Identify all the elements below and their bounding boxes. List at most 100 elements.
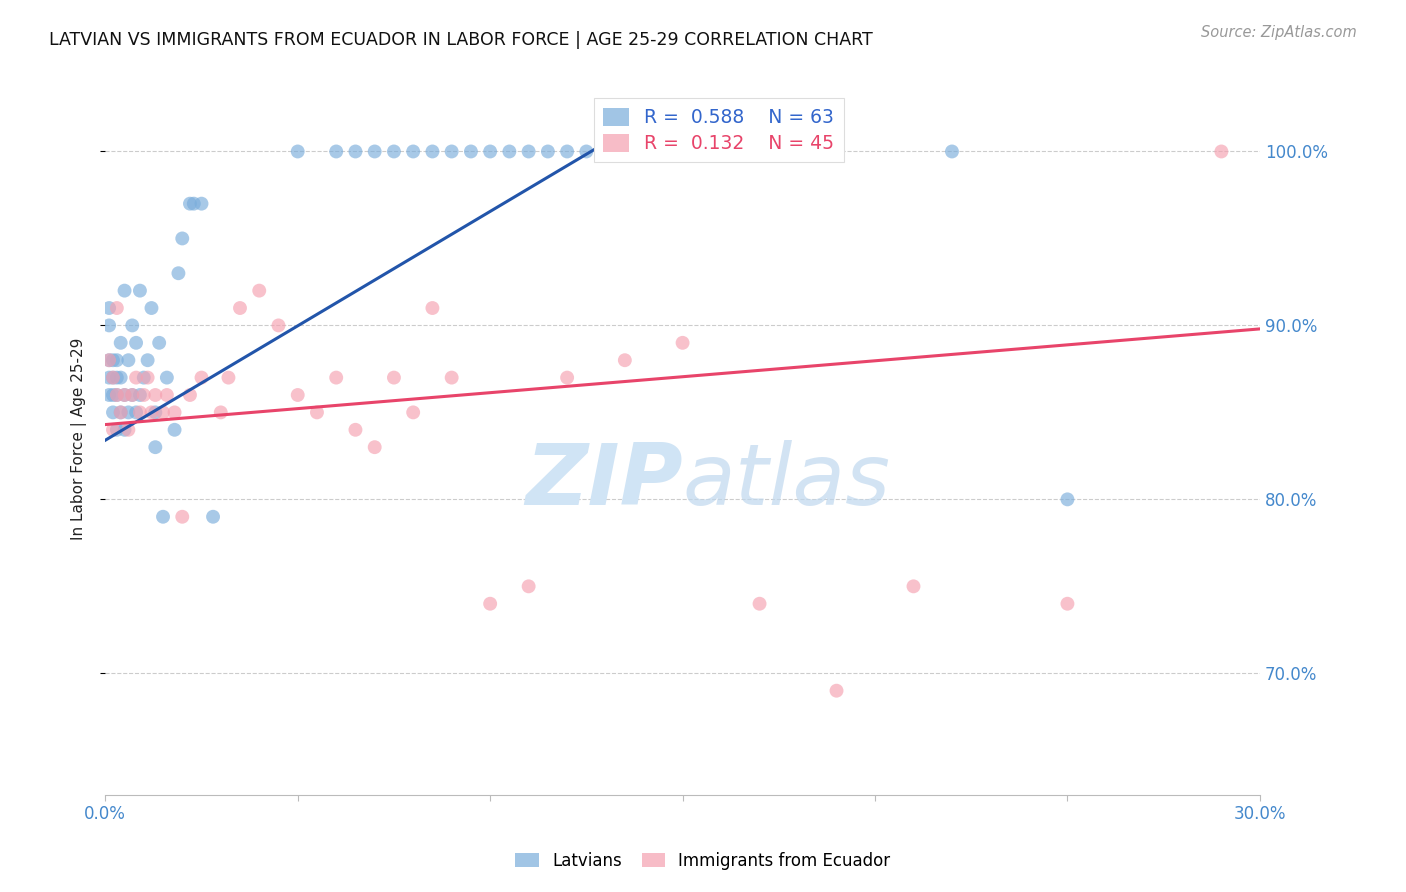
Point	[325, 145, 347, 159]
Point	[125, 335, 148, 350]
Text: atlas: atlas	[682, 440, 890, 523]
Point	[148, 335, 170, 350]
Point	[136, 370, 159, 384]
Point	[382, 145, 405, 159]
Point	[247, 284, 270, 298]
Point	[344, 145, 367, 159]
Point	[101, 353, 124, 368]
Point	[98, 353, 121, 368]
Text: Source: ZipAtlas.com: Source: ZipAtlas.com	[1201, 25, 1357, 40]
Point	[114, 423, 136, 437]
Point	[344, 423, 367, 437]
Point	[156, 370, 179, 384]
Point	[132, 388, 155, 402]
Point	[179, 196, 201, 211]
Point	[422, 145, 444, 159]
Point	[98, 318, 121, 333]
Point	[1056, 597, 1078, 611]
Point	[363, 440, 385, 454]
Point	[305, 405, 328, 419]
Point	[129, 388, 152, 402]
Point	[1211, 145, 1233, 159]
Point	[152, 405, 174, 419]
Point	[129, 405, 152, 419]
Point	[217, 370, 239, 384]
Point	[575, 145, 598, 159]
Point	[163, 423, 186, 437]
Point	[141, 405, 163, 419]
Point	[190, 370, 212, 384]
Point	[117, 405, 139, 419]
Point	[287, 388, 309, 402]
Point	[479, 597, 502, 611]
Point	[114, 388, 136, 402]
Point	[179, 388, 201, 402]
Point	[555, 145, 578, 159]
Point	[101, 388, 124, 402]
Point	[941, 145, 963, 159]
Point	[101, 405, 124, 419]
Point	[440, 145, 463, 159]
Point	[98, 301, 121, 315]
Point	[98, 388, 121, 402]
Point	[402, 405, 425, 419]
Point	[101, 370, 124, 384]
Point	[633, 145, 655, 159]
Point	[479, 145, 502, 159]
Point	[132, 370, 155, 384]
Point	[143, 405, 166, 419]
Point	[363, 145, 385, 159]
Point	[105, 388, 128, 402]
Point	[440, 370, 463, 384]
Point	[136, 353, 159, 368]
Point	[287, 145, 309, 159]
Point	[105, 301, 128, 315]
Point	[903, 579, 925, 593]
Point	[125, 405, 148, 419]
Point	[121, 318, 143, 333]
Point	[156, 388, 179, 402]
Point	[671, 145, 693, 159]
Point	[110, 335, 132, 350]
Point	[748, 597, 770, 611]
Point	[110, 405, 132, 419]
Point	[498, 145, 520, 159]
Point	[98, 353, 121, 368]
Point	[267, 318, 290, 333]
Point	[143, 440, 166, 454]
Point	[105, 353, 128, 368]
Point	[382, 370, 405, 384]
Point	[422, 301, 444, 315]
Legend: R =  0.588    N = 63, R =  0.132    N = 45: R = 0.588 N = 63, R = 0.132 N = 45	[593, 98, 844, 162]
Point	[183, 196, 205, 211]
Point	[209, 405, 232, 419]
Point	[202, 509, 225, 524]
Point	[613, 353, 636, 368]
Point	[101, 370, 124, 384]
Point	[98, 370, 121, 384]
Point	[555, 370, 578, 384]
Point	[110, 405, 132, 419]
Point	[163, 405, 186, 419]
Point	[117, 353, 139, 368]
Y-axis label: In Labor Force | Age 25-29: In Labor Force | Age 25-29	[72, 337, 87, 540]
Point	[105, 423, 128, 437]
Legend: Latvians, Immigrants from Ecuador: Latvians, Immigrants from Ecuador	[509, 846, 897, 877]
Point	[114, 284, 136, 298]
Point	[167, 266, 190, 280]
Point	[143, 388, 166, 402]
Point	[402, 145, 425, 159]
Point	[125, 370, 148, 384]
Point	[825, 683, 848, 698]
Point	[229, 301, 252, 315]
Point	[671, 335, 693, 350]
Point	[114, 388, 136, 402]
Point	[325, 370, 347, 384]
Point	[517, 579, 540, 593]
Point	[101, 423, 124, 437]
Text: ZIP: ZIP	[524, 440, 682, 523]
Point	[121, 388, 143, 402]
Point	[141, 301, 163, 315]
Text: LATVIAN VS IMMIGRANTS FROM ECUADOR IN LABOR FORCE | AGE 25-29 CORRELATION CHART: LATVIAN VS IMMIGRANTS FROM ECUADOR IN LA…	[49, 31, 873, 49]
Point	[190, 196, 212, 211]
